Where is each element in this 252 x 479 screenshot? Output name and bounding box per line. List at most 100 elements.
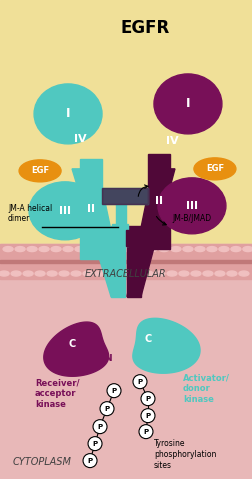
Ellipse shape (87, 247, 97, 251)
Ellipse shape (135, 247, 144, 251)
Text: P: P (145, 396, 150, 402)
Text: P: P (87, 457, 92, 464)
Circle shape (93, 420, 107, 433)
Bar (111, 226, 124, 297)
FancyArrowPatch shape (156, 217, 166, 225)
Text: P: P (92, 441, 97, 446)
Ellipse shape (95, 271, 105, 276)
Text: P: P (104, 406, 109, 411)
Text: EGF: EGF (31, 166, 49, 175)
Text: P: P (143, 429, 148, 434)
Text: I: I (185, 97, 190, 111)
Bar (80, 159, 102, 259)
Text: III: III (185, 201, 197, 211)
Ellipse shape (107, 271, 116, 276)
Text: P: P (137, 379, 142, 385)
Ellipse shape (202, 271, 212, 276)
Bar (125, 230, 137, 246)
Ellipse shape (153, 74, 221, 134)
Ellipse shape (158, 247, 168, 251)
Ellipse shape (190, 271, 200, 276)
Ellipse shape (59, 271, 69, 276)
Text: P: P (97, 423, 102, 430)
Text: Tyrosine
phosphorylation
sites: Tyrosine phosphorylation sites (153, 439, 215, 470)
Bar (0, 244, 252, 479)
Bar (147, 154, 169, 249)
Polygon shape (132, 319, 199, 373)
Bar (0, 244, 252, 279)
Ellipse shape (83, 271, 93, 276)
Bar (102, 188, 147, 204)
Ellipse shape (29, 182, 101, 240)
Text: N: N (104, 354, 111, 363)
Text: EXTRACELLULAR: EXTRACELLULAR (85, 269, 166, 279)
Circle shape (138, 425, 152, 439)
Polygon shape (44, 322, 108, 376)
Ellipse shape (166, 271, 176, 276)
Text: IV: IV (165, 136, 178, 146)
Ellipse shape (27, 247, 37, 251)
Circle shape (140, 392, 154, 406)
Ellipse shape (63, 247, 73, 251)
Ellipse shape (47, 271, 57, 276)
Ellipse shape (15, 247, 25, 251)
Ellipse shape (206, 247, 216, 251)
Bar (127, 226, 140, 297)
Ellipse shape (122, 247, 133, 251)
Bar (102, 188, 147, 204)
Text: JM-B/JMAD: JM-B/JMAD (171, 214, 210, 223)
Ellipse shape (19, 160, 61, 182)
Text: Receiver/
acceptor
kinase: Receiver/ acceptor kinase (35, 378, 79, 409)
Ellipse shape (11, 271, 21, 276)
Text: C: C (144, 334, 151, 344)
Ellipse shape (131, 271, 140, 276)
Text: IV: IV (73, 134, 86, 144)
Circle shape (83, 454, 97, 468)
Ellipse shape (193, 158, 235, 180)
Ellipse shape (226, 271, 236, 276)
Text: N: N (172, 354, 180, 363)
Bar (112, 224, 128, 246)
Circle shape (88, 437, 102, 451)
Circle shape (140, 409, 154, 422)
Text: Activator/
donor
kinase: Activator/ donor kinase (182, 373, 229, 404)
Ellipse shape (214, 271, 224, 276)
Text: EGFR: EGFR (120, 19, 169, 37)
Ellipse shape (51, 247, 61, 251)
Polygon shape (127, 169, 174, 297)
Text: P: P (145, 412, 150, 419)
Ellipse shape (146, 247, 156, 251)
Ellipse shape (39, 247, 49, 251)
Ellipse shape (3, 247, 13, 251)
Text: II: II (87, 204, 95, 214)
Ellipse shape (111, 247, 120, 251)
FancyArrowPatch shape (138, 185, 147, 196)
Ellipse shape (23, 271, 33, 276)
Ellipse shape (218, 247, 228, 251)
Ellipse shape (157, 178, 225, 234)
Text: JM-A helical
dimer: JM-A helical dimer (8, 204, 52, 223)
Bar (0, 0, 252, 244)
Ellipse shape (182, 247, 192, 251)
Ellipse shape (178, 271, 188, 276)
Ellipse shape (99, 247, 109, 251)
Ellipse shape (35, 271, 45, 276)
Text: II: II (154, 196, 162, 206)
Circle shape (107, 384, 120, 398)
Circle shape (133, 375, 146, 388)
Ellipse shape (154, 271, 164, 276)
Ellipse shape (34, 84, 102, 144)
Ellipse shape (194, 247, 204, 251)
Ellipse shape (142, 271, 152, 276)
Ellipse shape (75, 247, 85, 251)
Ellipse shape (118, 271, 129, 276)
Text: I: I (66, 107, 70, 120)
Text: C: C (68, 339, 75, 349)
Text: III: III (59, 206, 71, 216)
Text: P: P (111, 388, 116, 394)
Ellipse shape (0, 271, 9, 276)
Ellipse shape (238, 271, 248, 276)
Ellipse shape (71, 271, 81, 276)
Bar (116, 196, 125, 226)
Text: EGF: EGF (205, 164, 223, 173)
